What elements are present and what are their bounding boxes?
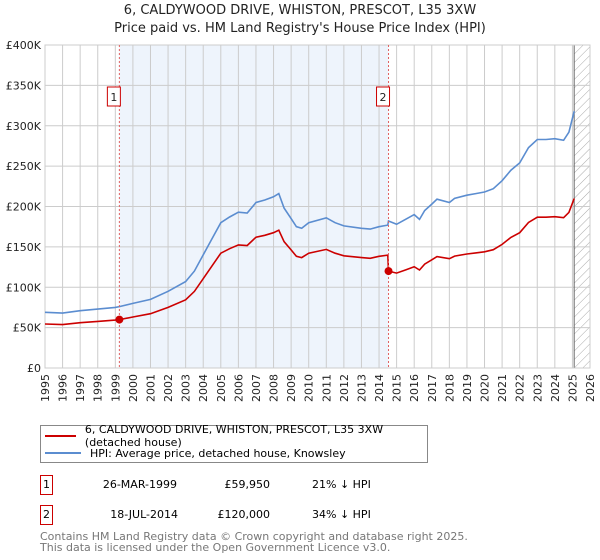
plot-area: 1 2 1995 1996 1997 1998 1999 2000 2001 2002 2003 20… — [6, 39, 597, 402]
y-tick-label: £50K — [13, 322, 42, 335]
chart-subtitle: Price paid vs. HM Land Registry's House … — [114, 21, 486, 36]
sale-label-box — [106, 86, 121, 107]
legend: 6, CALDYWOOD DRIVE, WHISTON, PRESCOT, L3… — [40, 423, 428, 463]
x-tick-label: 2007 — [250, 374, 263, 402]
x-tick-label: 2000 — [127, 374, 140, 402]
legend-label: 6, CALDYWOOD DRIVE, WHISTON, PRESCOT, L3… — [84, 423, 384, 449]
x-tick-label: 2014 — [373, 374, 386, 402]
x-tick-label: 2003 — [180, 374, 193, 402]
x-tick-label: 2020 — [479, 374, 492, 402]
x-tick-label: 1996 — [57, 374, 70, 402]
x-tick-label: 2008 — [268, 374, 281, 402]
x-tick-label: 2017 — [426, 374, 439, 402]
sale-price: £120,000 — [217, 508, 271, 521]
sale-label-box — [376, 86, 391, 107]
x-tick-label: 2025 — [566, 374, 579, 402]
legend-swatch — [45, 452, 81, 454]
x-tick-label: 2009 — [285, 374, 298, 402]
sale-row-1: 1 26-MAR-1999 £59,950 21% ↓ HPI — [40, 475, 440, 495]
sale-price: £59,950 — [224, 478, 271, 491]
x-tick-label: 2016 — [408, 374, 421, 402]
footer-copyright: Contains HM Land Registry data © Crown c… — [40, 530, 468, 543]
legend-swatch — [45, 435, 76, 437]
x-tick-label: 2002 — [162, 374, 175, 402]
sale-date: 18-JUL-2014 — [110, 508, 178, 521]
y-tick-label: £100K — [6, 281, 42, 294]
y-tick-label: £350K — [6, 79, 42, 92]
x-tick-label: 2001 — [144, 374, 157, 402]
y-tick-label: £250K — [6, 160, 42, 173]
x-tick-label: 2015 — [391, 374, 404, 402]
legend-item-hpi: HPI: Average price, detached house, Know… — [45, 445, 346, 461]
x-tick-label: 2021 — [496, 374, 509, 402]
footer-licence: This data is licensed under the Open Gov… — [40, 541, 391, 554]
legend-label: HPI: Average price, detached house, Know… — [90, 446, 346, 460]
chart-title: 6, CALDYWOOD DRIVE, WHISTON, PRESCOT, L3… — [123, 3, 477, 18]
plot-border — [44, 44, 591, 369]
sale-point — [115, 315, 124, 324]
x-tick-label: 2006 — [232, 374, 245, 402]
sale-label: 1 — [110, 91, 117, 104]
sale-row-2: 2 18-JUL-2014 £120,000 34% ↓ HPI — [40, 505, 440, 525]
x-tick-label: 2023 — [531, 374, 544, 402]
x-tick-label: 2022 — [514, 374, 527, 402]
legend-item-price: 6, CALDYWOOD DRIVE, WHISTON, PRESCOT, L3… — [45, 423, 427, 449]
sale-label: 2 — [380, 91, 387, 104]
x-tick-label: 1999 — [109, 374, 122, 402]
y-tick-label: £300K — [6, 120, 42, 133]
y-tick-label: £0 — [27, 362, 41, 375]
y-tick-label: £200K — [6, 201, 42, 214]
x-tick-label: 2019 — [461, 374, 474, 402]
x-tick-label: 2024 — [549, 374, 562, 402]
sale-point — [384, 267, 393, 276]
x-tick-label: 2004 — [197, 374, 210, 402]
sale-date: 26-MAR-1999 — [102, 478, 177, 491]
price-paid-line — [44, 198, 575, 326]
x-tick-label: 2013 — [355, 374, 368, 402]
y-tick-label: £150K — [6, 241, 42, 254]
x-tick-label: 2018 — [443, 374, 456, 402]
x-tick-label: 2026 — [584, 374, 597, 402]
x-tick-label: 2011 — [320, 374, 333, 402]
y-tick-label: £400K — [6, 39, 42, 52]
x-tick-label: 2012 — [338, 374, 351, 402]
sale-badge: 2 — [40, 505, 53, 525]
footer: Contains HM Land Registry data © Crown c… — [40, 531, 468, 553]
sale-hpi-diff: 21% ↓ HPI — [312, 478, 371, 491]
x-tick-label: 1998 — [92, 374, 105, 402]
x-tick-label: 2005 — [215, 374, 228, 402]
x-tick-label: 2010 — [303, 374, 316, 402]
sale-hpi-diff: 34% ↓ HPI — [312, 508, 371, 521]
hpi-line — [44, 111, 575, 314]
sale-badge: 1 — [40, 475, 53, 495]
x-tick-label: 1997 — [74, 374, 87, 402]
x-tick-label: 1995 — [39, 374, 52, 402]
